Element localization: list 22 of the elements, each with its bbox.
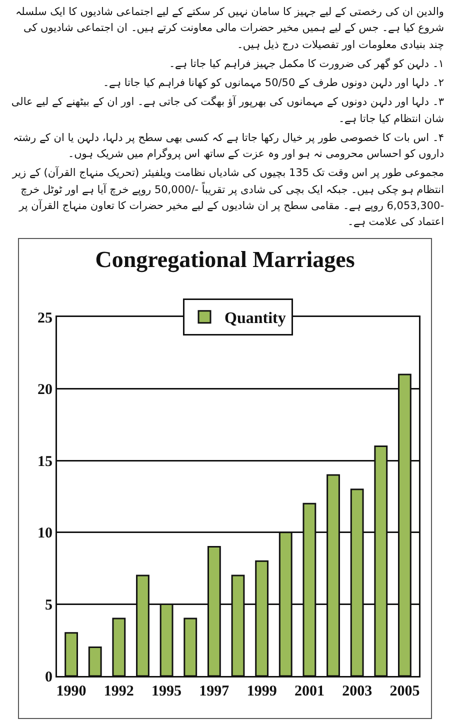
text: مجموعی طور پر اس وقت تک 135 بچیوں کی شادیاں نظامت ویلفیئر (تحریک منہاج القرآن) کے زیر انتظام ہو چکی ہیں۔ جبکہ ایک بچی کی شادی پر تقریباً -/50,000 روپے خرچ آیا ہے اور ٹوٹل خرچ -6,053,300 روپے ہے۔ مقامی سطح پر ان شادیوں کے لیے مخیر حضرات کا تعاون منہاج القرآن پر اعتماد کی علامت ہے۔ (11, 165, 444, 230)
y-tick-label: 0 (45, 670, 52, 686)
y-tick-label: 5 (45, 598, 52, 614)
x-tick-label: 1992 (104, 684, 134, 700)
legend-label: Quantity (224, 310, 286, 328)
x-tick-label: 2001 (294, 684, 324, 700)
text: ۱۔ دلہن کو گھر کی ضرورت کا مکمل جہیز فراہم کیا جاتا ہے۔ (168, 56, 444, 72)
text: ۲۔ دلہا اور دلہن دونوں طرف کے 50/50 مہمانوں کو کھانا فراہم کیا جاتا ہے۔ (102, 76, 444, 92)
x-tick-label: 2005 (390, 684, 420, 700)
text: والدین ان کی رخصتی کے لیے جہیز کا سامان نہیں کر سکتے کے لیے اجتماعی شادیوں کا ایک سلسلہ شروع کیا ہے۔ جس کے لیے ہمیں مخیر حضرات مالی معاونت کرتے ہیں۔ ان اجتماعی شادیوں کی چند بنیادی معلومات اور تفصیلات درج ذیل ہیں۔ (14, 5, 444, 53)
y-tick-label: 15 (38, 454, 52, 470)
x-tick-label: 1990 (56, 684, 86, 700)
x-tick-label: 1995 (152, 684, 182, 700)
x-tick-label: 2003 (342, 684, 372, 700)
x-tick-label: 1999 (246, 684, 277, 700)
y-tick-label: 25 (38, 310, 52, 327)
y-tick-label: 10 (38, 526, 52, 542)
text: ۴۔ اس بات کا خصوصی طور پر خیال رکھا جاتا ہے کہ کسی بھی سطح پر دلہا، دلہن یا ان کے رشتہ داروں کو احساس محرومی نہ ہو اور وہ عزت کے ساتھ اس پروگرام میں شریک ہوں۔ (12, 130, 444, 162)
y-tick-label: 20 (38, 382, 52, 399)
x-tick-label: 1997 (199, 684, 230, 700)
text: ۳۔ دلہا اور دلہن دونوں کے مہمانوں کی بھرپور آؤ بھگت کی جاتی ہے۔ اور ان کے بیٹھنے کے لیے عالی شان انتظام کیا جاتا ہے۔ (10, 94, 444, 127)
chart-title: Congregational Marriages (95, 248, 355, 274)
